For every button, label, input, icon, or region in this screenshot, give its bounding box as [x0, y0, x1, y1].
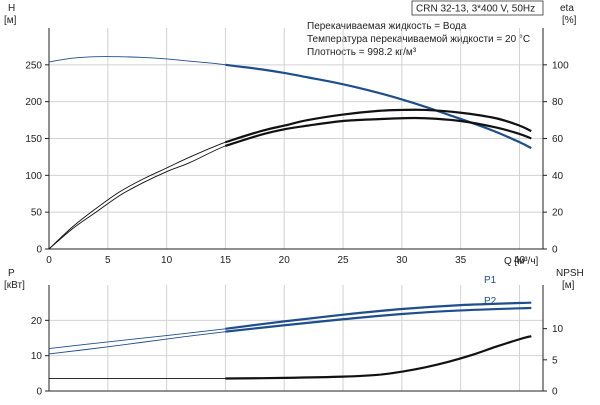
- info-box: CRN 32-13, 3*400 V, 50Hz Перекачиваемая …: [307, 0, 544, 58]
- bottom-series-1-curve: [48, 307, 532, 355]
- top-right-tick-label-80: 80: [552, 97, 564, 108]
- chart-title: CRN 32-13, 3*400 V, 50Hz: [416, 4, 535, 15]
- top-left-tick-label-250: 250: [25, 60, 42, 71]
- top-x-tick-label-30: 30: [396, 255, 408, 266]
- top-right-tick-label-20: 20: [552, 208, 564, 219]
- series-label-p1: P1: [484, 275, 497, 286]
- top-series-2-curve: [48, 117, 532, 250]
- top-series-1-curve: [48, 109, 532, 250]
- bottom-right-tick-label-10: 10: [552, 324, 564, 335]
- title-box: [411, 0, 544, 16]
- top-x-tick-label-40: 40: [514, 255, 526, 266]
- bottom-right-tick-label-0: 0: [552, 387, 558, 398]
- top-right-tick-label-0: 0: [552, 245, 558, 256]
- top-x-tick-label-15: 15: [220, 255, 232, 266]
- info-line-temperature: Температура перекачиваемой жидкости = 20…: [307, 34, 530, 45]
- top-x-tick-label-0: 0: [46, 255, 52, 266]
- power-npsh-plot: 0 10 20 0 5 10: [31, 285, 564, 398]
- top-left-tick-label-0: 0: [36, 245, 42, 256]
- top-x-tick-label-25: 25: [337, 255, 349, 266]
- bottom-series-0-operating-range: [225, 301, 532, 330]
- bottom-series-1-operating-range: [225, 306, 532, 333]
- info-line-liquid: Перекачиваемая жидкость = Вода: [307, 21, 467, 32]
- top-right-tick-label-40: 40: [552, 171, 564, 182]
- h-axis-unit: [м]: [4, 15, 17, 26]
- bottom-left-tick-label-20: 20: [31, 316, 43, 327]
- top-series-0-operating-range: [225, 63, 532, 150]
- eta-axis-unit: [%]: [562, 15, 577, 26]
- top-series-0-curve: [48, 56, 532, 149]
- info-line-density: Плотность = 998.2 кг/м³: [307, 47, 417, 58]
- p-axis-label: P: [8, 268, 15, 279]
- top-x-tick-label-5: 5: [105, 255, 111, 266]
- top-left-tick-label-150: 150: [25, 134, 42, 145]
- top-left-tick-label-100: 100: [25, 171, 42, 182]
- top-series-2-operating-range: [225, 116, 532, 147]
- top-x-tick-label-20: 20: [279, 255, 291, 266]
- head-efficiency-plot: 0 50 100 150 200 250 0 20 40 60 80 100 0 5 10 15 20 25 30 3…: [25, 28, 569, 266]
- bottom-series-2-curve: [48, 335, 532, 380]
- npsh-axis-label: NPSH: [556, 268, 584, 279]
- npsh-axis-unit: [м]: [562, 280, 575, 291]
- eta-axis-label: eta: [560, 3, 574, 14]
- bottom-left-tick-label-10: 10: [31, 351, 43, 362]
- p-axis-unit: [кВт]: [4, 280, 25, 291]
- top-x-tick-label-35: 35: [455, 255, 467, 266]
- top-series-1-operating-range: [225, 108, 532, 144]
- bottom-series-2-operating-range: [225, 335, 532, 380]
- top-left-tick-label-50: 50: [31, 208, 43, 219]
- top-left-tick-label-200: 200: [25, 97, 42, 108]
- q-axis-label: Q [м³/ч]: [504, 256, 539, 267]
- h-axis-label: H: [8, 3, 15, 14]
- bottom-right-tick-label-5: 5: [552, 355, 558, 366]
- series-label-p2: P2: [484, 296, 497, 307]
- top-x-tick-label-10: 10: [161, 255, 173, 266]
- bottom-left-tick-label-0: 0: [36, 387, 42, 398]
- top-right-tick-label-100: 100: [552, 60, 569, 71]
- top-right-tick-label-60: 60: [552, 134, 564, 145]
